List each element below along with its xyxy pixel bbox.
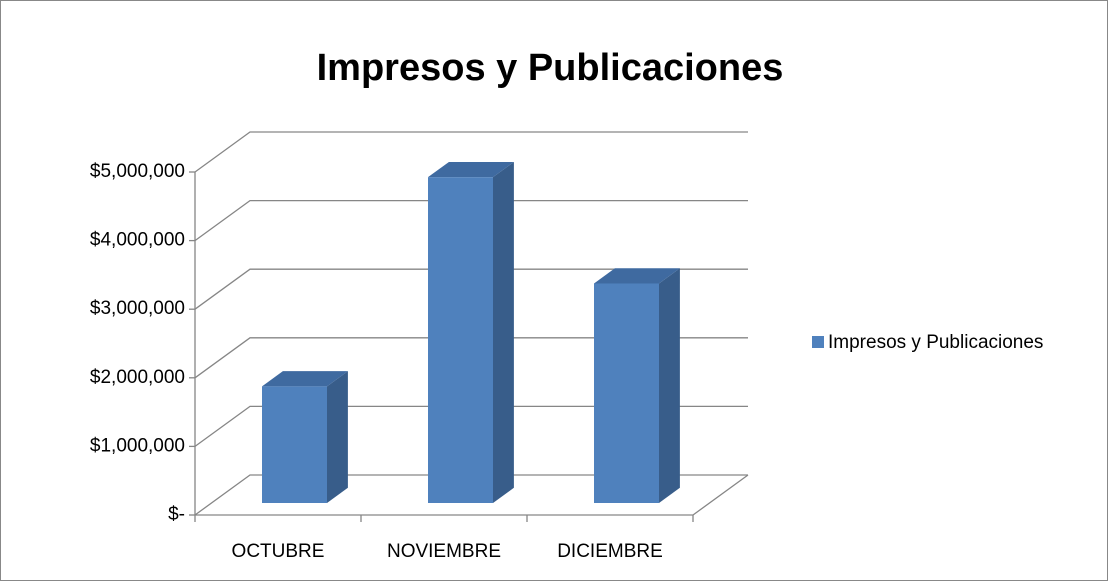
x-tick-label: NOVIEMBRE bbox=[387, 541, 501, 562]
bar bbox=[428, 177, 493, 503]
bar-side bbox=[493, 161, 514, 503]
y-tick-label: $1,000,000 bbox=[90, 435, 185, 456]
x-tick-label: DICIEMBRE bbox=[557, 541, 663, 562]
y-tick-label: $3,000,000 bbox=[90, 298, 185, 319]
y-tick-label: $2,000,000 bbox=[90, 367, 185, 388]
grid-line bbox=[194, 337, 748, 379]
bar-side bbox=[659, 268, 680, 503]
grid-line bbox=[194, 405, 748, 447]
grid-line bbox=[194, 131, 748, 173]
y-tick-label: $- bbox=[168, 504, 185, 525]
grid-line bbox=[194, 199, 748, 242]
bar bbox=[594, 283, 659, 503]
y-tick-label: $4,000,000 bbox=[90, 230, 185, 251]
x-tick-label: OCTUBRE bbox=[232, 541, 325, 562]
chart-title: Impresos y Publicaciones bbox=[317, 47, 784, 89]
bar-top bbox=[428, 161, 514, 178]
bar-top bbox=[262, 371, 348, 387]
legend-label: Impresos y Publicaciones bbox=[828, 332, 1043, 353]
grid-line bbox=[194, 474, 748, 516]
y-tick-label: $5,000,000 bbox=[90, 161, 185, 182]
grid-line bbox=[194, 268, 748, 310]
bar-top bbox=[594, 268, 680, 284]
bar-side bbox=[327, 371, 348, 503]
legend-swatch bbox=[812, 336, 824, 348]
bar bbox=[262, 386, 327, 503]
